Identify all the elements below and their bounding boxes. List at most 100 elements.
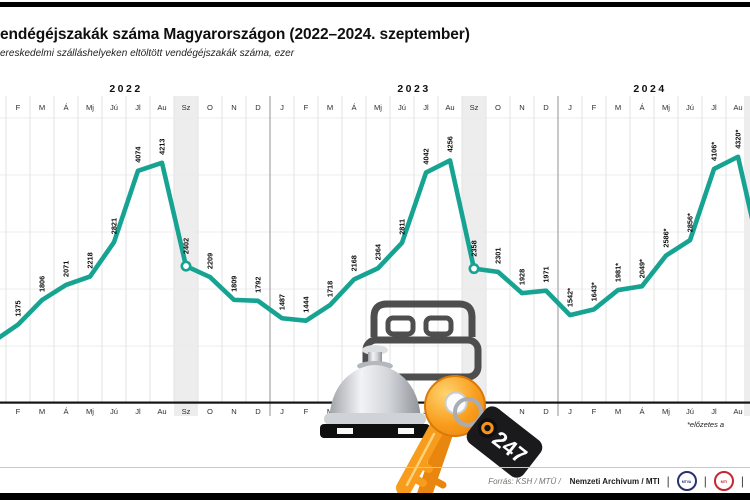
month-label-top: Sz	[182, 103, 191, 112]
year-label: 2024	[633, 83, 666, 95]
month-label-bottom: J	[568, 407, 572, 416]
key-tag: 247	[466, 406, 543, 478]
value-label: 1542*	[566, 288, 575, 307]
month-label-bottom: Jl	[711, 407, 717, 416]
value-label: 2856*	[686, 213, 695, 232]
september-highlight-band	[744, 96, 750, 416]
month-label-bottom: N	[231, 407, 236, 416]
month-label-top: M	[39, 103, 45, 112]
year-label: 2022	[109, 83, 142, 95]
month-label-bottom: Mj	[662, 407, 670, 416]
month-label-bottom: F	[304, 407, 309, 416]
september-open-marker	[468, 263, 480, 275]
value-label: 2301	[494, 248, 503, 264]
month-label-bottom: F	[16, 407, 21, 416]
value-label: 1487	[278, 294, 287, 310]
month-label-top: F	[304, 103, 309, 112]
bottom-border-bar	[0, 493, 750, 500]
footer-source-orgs: Nemzeti Archívum / MTI	[569, 476, 660, 486]
value-label: 4320*	[734, 130, 743, 149]
value-label: 2218	[86, 252, 95, 268]
footer-divider	[0, 467, 750, 468]
september-open-marker	[180, 260, 192, 272]
year-label: 2023	[397, 83, 430, 95]
month-label-top: O	[207, 103, 213, 112]
month-label-top: Au	[733, 103, 742, 112]
month-label-top: N	[519, 103, 524, 112]
service-bell-icon	[320, 345, 430, 438]
month-label-top: J	[280, 103, 284, 112]
top-border-bar	[0, 2, 750, 7]
value-label: 1981*	[614, 263, 623, 282]
month-label-bottom: Jl	[135, 407, 141, 416]
mti-logo-text: MTI	[720, 478, 728, 484]
page-title: endégéjszakák száma Magyarországon (2022…	[0, 26, 470, 43]
month-label-bottom: Au	[157, 407, 166, 416]
value-label: 1809	[230, 276, 239, 292]
value-label: 2209	[206, 253, 215, 269]
footer-separator: |	[666, 474, 670, 488]
month-label-top: D	[543, 103, 549, 112]
month-label-top: Jú	[110, 103, 118, 112]
mtva-logo-text: MTVA	[682, 478, 692, 484]
hotel-illustration: 247	[320, 300, 543, 500]
value-label: 4042	[422, 148, 431, 164]
month-label-bottom: M	[615, 407, 621, 416]
value-label: 4213	[158, 139, 167, 155]
month-label-top: Á	[351, 103, 357, 112]
month-label-bottom: F	[592, 407, 597, 416]
month-label-top: Jl	[135, 103, 141, 112]
month-label-bottom: Á	[639, 407, 645, 416]
month-label-bottom: J	[280, 407, 284, 416]
value-label: 2811	[398, 219, 407, 235]
month-label-top: Á	[639, 103, 645, 112]
month-label-top: Au	[445, 103, 454, 112]
month-label-top: Jú	[398, 103, 406, 112]
month-label-top: Á	[63, 103, 69, 112]
footer: Forrás: KSH / MTÜ / Nemzeti Archívum / M…	[0, 470, 744, 492]
month-label-top: Au	[157, 103, 166, 112]
footer-source: Forrás: KSH / MTÜ /	[488, 476, 561, 486]
month-label-top: M	[327, 103, 333, 112]
footer-separator: |	[740, 474, 744, 488]
month-label-bottom: D	[543, 407, 549, 416]
month-label-bottom: N	[519, 407, 524, 416]
value-label: 2402	[182, 238, 191, 254]
value-label: 1792	[254, 277, 263, 293]
footer-separator: |	[703, 474, 707, 488]
value-label: 1375	[14, 300, 23, 316]
value-label: 1718	[326, 281, 335, 297]
value-label: 1928	[518, 269, 527, 285]
preliminary-data-footnote: *előzetes a	[687, 420, 725, 429]
month-label-bottom: M	[39, 407, 45, 416]
value-label: 2071	[62, 261, 71, 277]
month-label-bottom: Jú	[686, 407, 694, 416]
page-subtitle: ereskedelmi szálláshelyeken eltöltött ve…	[0, 48, 295, 59]
month-label-top: Mj	[662, 103, 670, 112]
value-label: 4106*	[710, 142, 719, 161]
month-label-top: Jl	[711, 103, 717, 112]
value-label: 1444	[302, 296, 311, 313]
month-label-top: Mj	[374, 103, 382, 112]
month-label-top: Jú	[686, 103, 694, 112]
data-line	[0, 154, 750, 340]
key-ring-icon	[453, 397, 483, 427]
month-label-bottom: Á	[63, 407, 69, 416]
month-label-bottom: Au	[733, 407, 742, 416]
month-label-bottom: Sz	[182, 407, 191, 416]
month-label-bottom: D	[255, 407, 261, 416]
month-label-top: Jl	[423, 103, 429, 112]
value-label: 2168	[350, 255, 359, 271]
value-label: 1971	[542, 266, 551, 282]
month-label-top: Mj	[86, 103, 94, 112]
value-label: 1643*	[590, 282, 599, 301]
value-label: 4074	[134, 146, 143, 163]
month-label-top: D	[255, 103, 261, 112]
value-label: 4256	[446, 136, 455, 152]
value-label: 2364	[374, 243, 383, 260]
month-label-top: F	[16, 103, 21, 112]
month-label-top: F	[592, 103, 597, 112]
september-highlight-band	[462, 96, 486, 416]
